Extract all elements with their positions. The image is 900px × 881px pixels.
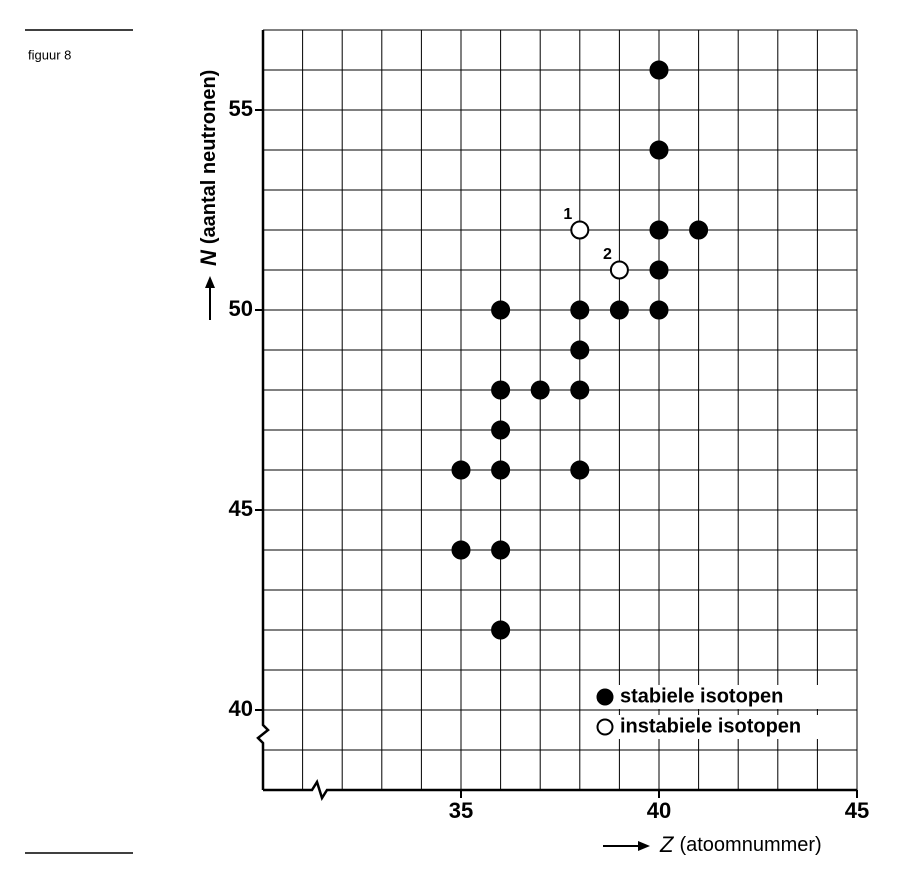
point [649, 260, 669, 280]
y-axis-label: N (aantal neutronen) [196, 70, 221, 266]
point [609, 300, 629, 320]
point [491, 460, 511, 480]
point [451, 460, 471, 480]
y-tick-label: 45 [229, 496, 253, 521]
point [451, 540, 471, 560]
y-axis [256, 30, 270, 790]
x-tick-label: 45 [845, 798, 869, 823]
y-arrow-head [205, 276, 215, 288]
x-symbol: Z [659, 832, 675, 857]
y-tick-label: 40 [229, 696, 253, 721]
point [570, 340, 590, 360]
x-axis [263, 779, 857, 801]
point [609, 260, 629, 280]
x-axis-label: Z (atoomnummer) [659, 832, 822, 857]
point [491, 540, 511, 560]
y-symbol: N [196, 249, 221, 266]
point [570, 300, 590, 320]
y-tick-label: 55 [229, 96, 253, 121]
figure-label: figuur 8 [28, 47, 71, 62]
y-label-text: (aantal neutronen) [198, 70, 220, 244]
legend-marker [596, 718, 614, 736]
legend-bg [618, 715, 848, 739]
x-arrow-head [638, 841, 650, 851]
point [570, 220, 590, 240]
point [570, 460, 590, 480]
point [649, 60, 669, 80]
x-tick-label: 40 [647, 798, 671, 823]
y-tick-label: 50 [229, 296, 253, 321]
point [649, 300, 669, 320]
legend-marker [596, 688, 614, 706]
plot: 35 40 45 40 45 50 55 stabiele isotopen 1 2 instabi… [229, 29, 869, 823]
point [491, 620, 511, 640]
x-tick-label: 35 [449, 798, 473, 823]
legend-bg [618, 685, 848, 709]
x-label-text: (atoomnummer) [679, 834, 821, 856]
point [491, 420, 511, 440]
point [649, 140, 669, 160]
point [491, 300, 511, 320]
point [649, 220, 669, 240]
point [570, 380, 590, 400]
legend-label: stabiele isotopen [620, 685, 783, 707]
point [491, 380, 511, 400]
point [689, 220, 709, 240]
point [530, 380, 550, 400]
point-label: 2 [603, 246, 612, 263]
point-label: 1 [563, 206, 572, 223]
legend-label: instabiele isotopen [620, 715, 801, 737]
